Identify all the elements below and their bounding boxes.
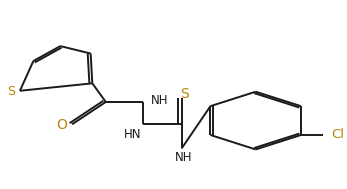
Text: S: S (8, 85, 16, 98)
Text: HN: HN (124, 128, 141, 141)
Text: Cl: Cl (331, 128, 344, 141)
Text: NH: NH (151, 94, 169, 107)
Text: O: O (57, 118, 67, 132)
Text: NH: NH (175, 151, 192, 164)
Text: S: S (180, 87, 189, 101)
